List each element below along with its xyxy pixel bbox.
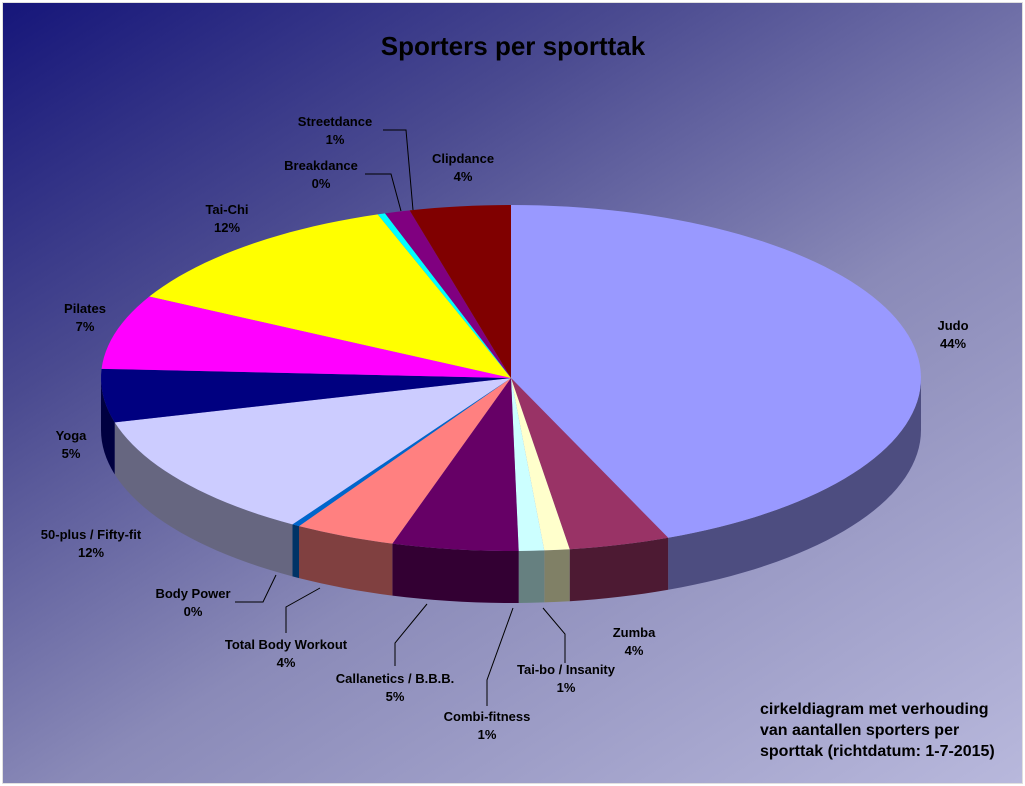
data-label-percent: 4% (454, 169, 473, 184)
slice-50-plus-fifty-fit[interactable] (114, 378, 511, 525)
chart-title: Sporters per sporttak (381, 31, 646, 61)
slice-tai-chi[interactable] (149, 214, 511, 378)
slice-pilates[interactable] (101, 296, 511, 378)
slice-side-50-plus-fifty-fit (114, 422, 293, 577)
data-label-name: Streetdance (298, 114, 372, 129)
data-label-name: Zumba (613, 625, 656, 640)
data-label-percent: 5% (62, 446, 81, 461)
data-label-percent: 0% (184, 604, 203, 619)
slice-zumba[interactable] (511, 378, 669, 550)
data-label-percent: 1% (478, 727, 497, 742)
leader-line (383, 129, 414, 211)
slice-total-body-workout[interactable] (299, 378, 511, 544)
leader-lines (235, 129, 566, 706)
leader-line (486, 607, 514, 706)
data-label-percent: 12% (78, 545, 104, 560)
leader-line (235, 574, 277, 603)
slice-combi-fitness[interactable] (511, 378, 545, 551)
slice-yoga[interactable] (101, 368, 512, 423)
slice-side-body-power (292, 524, 300, 579)
slice-tai-bo-insanity[interactable] (511, 378, 570, 551)
data-label-name: 50-plus / Fifty-fit (41, 527, 142, 542)
data-label-percent: 1% (326, 132, 345, 147)
data-label-name: Combi-fitness (444, 709, 531, 724)
slice-callanetics-b-b-b[interactable] (392, 378, 519, 551)
data-label-name: Body Power (155, 586, 230, 601)
pie-sides (101, 378, 921, 603)
data-label-percent: 4% (625, 643, 644, 658)
data-label-percent: 5% (386, 689, 405, 704)
slice-side-callanetics-b-b-b (392, 543, 519, 603)
data-label-name: Clipdance (432, 151, 494, 166)
data-label-percent: 1% (557, 680, 576, 695)
slice-side-yoga (101, 378, 115, 475)
data-label-name: Tai-bo / Insanity (517, 662, 616, 677)
data-label-name: Callanetics / B.B.B. (336, 671, 454, 686)
slice-streetdance[interactable] (385, 210, 511, 378)
data-label-percent: 44% (940, 336, 966, 351)
slice-side-judo (668, 378, 921, 590)
slice-side-zumba (569, 537, 669, 602)
pie-slices (101, 205, 921, 551)
leader-line (365, 173, 402, 212)
data-label-percent: 0% (312, 176, 331, 191)
slice-breakdance[interactable] (377, 213, 511, 378)
data-label-percent: 4% (277, 655, 296, 670)
slice-body-power[interactable] (292, 378, 511, 527)
leader-line (394, 603, 428, 666)
data-labels: Judo 44% Zumba 4% Tai-bo / Insanity 1% Combi-f… (41, 114, 969, 742)
slice-clipdance[interactable] (409, 205, 511, 378)
data-label-name: Judo (937, 318, 968, 333)
slice-judo[interactable] (511, 205, 921, 538)
data-label-percent: 12% (214, 220, 240, 235)
data-label-name: Pilates (64, 301, 106, 316)
data-label-percent: 7% (76, 319, 95, 334)
slice-side-tai-bo-insanity (544, 549, 570, 603)
leader-line (285, 587, 321, 633)
data-label-name: Breakdance (284, 158, 358, 173)
slice-side-total-body-workout (299, 526, 393, 596)
data-label-name: Total Body Workout (225, 637, 348, 652)
data-label-name: Yoga (56, 428, 88, 443)
pie-chart: Sporters per sporttak Judo 44% Zumba 4% Tai-… (41, 31, 969, 742)
slice-side-combi-fitness (518, 550, 545, 603)
data-label-name: Tai-Chi (205, 202, 248, 217)
chart-annotation: cirkeldiagram met verhouding van aantall… (760, 701, 995, 760)
leader-line (542, 607, 566, 663)
